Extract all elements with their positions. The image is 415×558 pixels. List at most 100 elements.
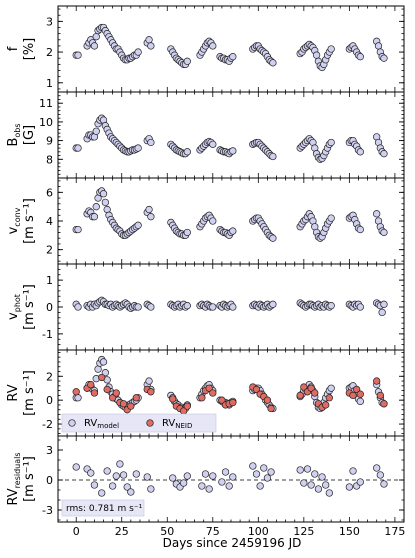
y-axis-title-main: B [6, 138, 21, 147]
model-point [92, 33, 100, 41]
model-point [318, 473, 326, 481]
y-axis-title: RVresiduals [6, 452, 22, 505]
model-point [269, 59, 277, 67]
y-tick-label: 4 [46, 215, 53, 228]
model-point [225, 482, 233, 490]
model-point [108, 482, 117, 490]
neid-point [119, 400, 128, 408]
neid-point [325, 394, 333, 402]
model-point [74, 51, 82, 59]
y-axis-title: f [6, 46, 21, 51]
data-points [72, 296, 388, 317]
model-point [94, 365, 102, 373]
model-point [380, 480, 388, 488]
y-axis-title-subscript: obs [13, 123, 22, 137]
model-point [127, 488, 135, 496]
model-point [98, 489, 106, 497]
model-point [209, 140, 217, 148]
model-point [74, 303, 82, 311]
legend-box [61, 413, 217, 433]
data-points [72, 23, 388, 72]
y-axis-title-main: f [6, 46, 21, 51]
neid-point [263, 396, 272, 404]
model-point [327, 384, 335, 392]
y-tick-label: 1 [46, 274, 53, 287]
model-point [134, 48, 142, 56]
model-point [314, 485, 323, 493]
y-tick-label: 0 [46, 301, 53, 314]
neid-point [349, 391, 357, 400]
model-point [74, 394, 82, 402]
model-point [209, 303, 217, 311]
neid-point [380, 400, 388, 408]
model-point [221, 468, 230, 476]
model-point [327, 138, 335, 147]
model-point [374, 42, 383, 50]
model-point [356, 148, 364, 156]
model-point [256, 482, 264, 490]
model-point [92, 127, 100, 135]
x-tick-label: 25 [115, 525, 129, 538]
model-point [132, 470, 140, 478]
model-point [349, 467, 357, 475]
y-axis-unit: [m s⁻¹] [22, 370, 37, 416]
y-axis-title: RV [6, 384, 21, 401]
rms-annotation: rms: 0.781 m s⁻¹ [61, 499, 145, 517]
neid-point [183, 402, 191, 410]
legend: RVmodel RVNEID [61, 413, 217, 433]
y-axis-title-subscript: conv [13, 207, 22, 226]
model-point [145, 377, 153, 385]
data-points [72, 460, 388, 497]
model-point [307, 481, 315, 489]
y-axis-title-main: RV [6, 384, 21, 401]
y-tick-label: 0 [46, 474, 53, 487]
y-tick-label: 2 [46, 370, 53, 383]
model-point [74, 144, 82, 152]
model-point [263, 474, 272, 482]
y-axis-unit: [%] [22, 38, 37, 61]
y-tick-label: 10 [39, 116, 53, 129]
model-point [147, 303, 155, 311]
model-point [143, 473, 151, 481]
model-point [101, 369, 109, 377]
x-axis-title: Days since 2459196 JD [163, 536, 302, 550]
neid-point [229, 398, 237, 407]
neid-point [353, 385, 361, 394]
model-point [209, 472, 217, 480]
model-point [380, 150, 388, 158]
y-axis-title-main: v [6, 312, 21, 320]
neid-point [127, 402, 135, 410]
neid-point [98, 373, 106, 382]
model-point [380, 54, 388, 62]
model-point [74, 225, 82, 234]
x-tick-label: 175 [384, 525, 405, 538]
y-axis-title: vconv [6, 207, 22, 234]
model-point [229, 147, 237, 155]
panel-B_obs: 8 9 10 11 Bobs [G] [6, 91, 405, 179]
y-axis-unit: [G] [22, 125, 37, 145]
model-point [376, 471, 384, 479]
data-points [72, 355, 388, 415]
model-point [327, 214, 335, 222]
model-point [101, 198, 109, 207]
neid-point [252, 385, 261, 394]
neid-point [205, 384, 213, 392]
panel-f: 1 2 3 f [%] [6, 5, 405, 93]
x-axis-tick-labels: 0 25 50 75 100 125 150 175 [73, 525, 406, 538]
legend-marker-model [68, 419, 76, 427]
x-tick-label: 100 [248, 525, 269, 538]
model-point [218, 478, 226, 486]
model-point [112, 472, 120, 480]
model-point [183, 302, 191, 310]
model-point [209, 217, 217, 225]
model-point [252, 470, 261, 478]
neid-point [147, 388, 155, 396]
neid-point [311, 389, 319, 397]
x-tick-label: 50 [160, 525, 174, 538]
neid-point [356, 390, 364, 398]
neid-point [90, 389, 99, 397]
y-axis-title: vphot [6, 294, 22, 320]
model-point [356, 397, 364, 406]
